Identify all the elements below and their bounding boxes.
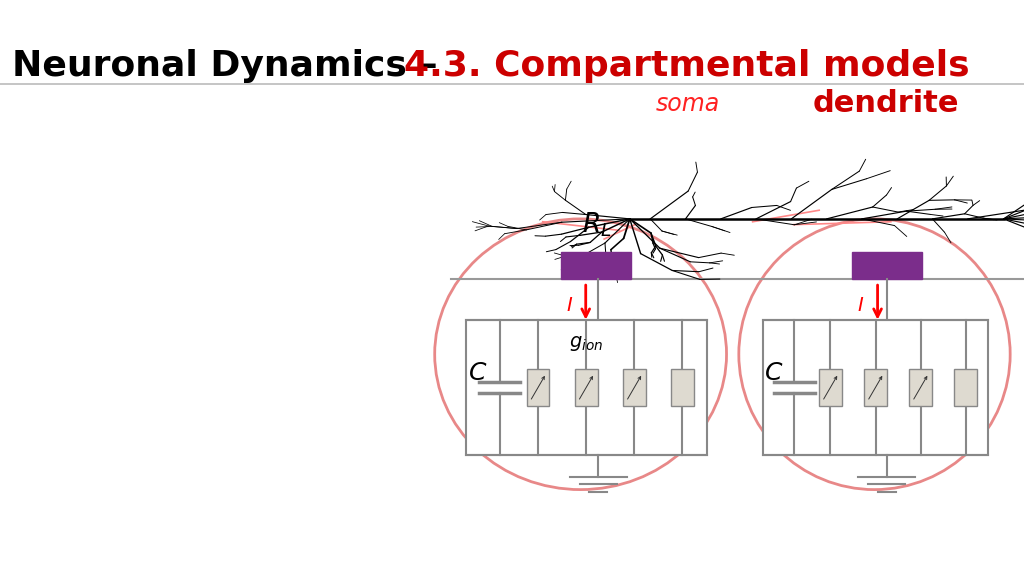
Bar: [575, 369, 598, 406]
Bar: [527, 369, 550, 406]
Text: Neuronal Dynamics –: Neuronal Dynamics –: [12, 49, 451, 84]
Text: $I$: $I$: [565, 296, 573, 314]
Bar: [561, 252, 631, 279]
Text: 4.3. Compartmental models: 4.3. Compartmental models: [404, 49, 970, 84]
Text: $C$: $C$: [468, 361, 487, 385]
Text: $C$: $C$: [765, 361, 783, 385]
Bar: [466, 320, 707, 455]
Bar: [819, 369, 842, 406]
Text: $g_{ion}$: $g_{ion}$: [569, 334, 603, 353]
Bar: [672, 369, 694, 406]
Bar: [864, 369, 887, 406]
Text: dendrite: dendrite: [812, 89, 959, 118]
Bar: [909, 369, 932, 406]
Text: $R_L$: $R_L$: [583, 211, 611, 239]
Text: soma: soma: [656, 92, 720, 116]
Bar: [623, 369, 646, 406]
Bar: [763, 320, 988, 455]
Bar: [954, 369, 977, 406]
Text: $I$: $I$: [856, 296, 864, 314]
Bar: [852, 252, 922, 279]
